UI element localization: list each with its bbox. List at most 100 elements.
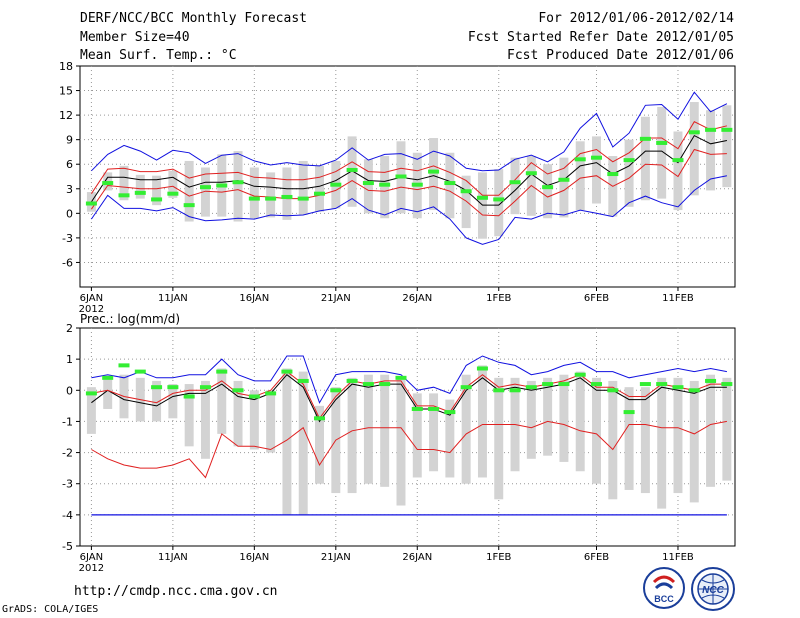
x-tick-label: 1FEB — [486, 552, 511, 563]
member-marker — [379, 182, 391, 187]
member-marker — [199, 185, 211, 190]
ensemble-box — [249, 390, 259, 450]
ensemble-box — [396, 377, 406, 506]
ensemble-box — [657, 377, 667, 509]
x-tick-label: 26JAN — [402, 293, 432, 304]
member-marker — [688, 130, 700, 135]
member-marker — [705, 127, 717, 132]
member-marker — [639, 136, 651, 141]
member-marker — [705, 378, 717, 383]
member-marker — [281, 369, 293, 374]
member-marker — [216, 369, 228, 374]
member-marker — [151, 197, 163, 202]
ensemble-box — [575, 141, 585, 211]
member-marker — [672, 158, 684, 163]
header-left-1: DERF/NCC/BCC Monthly Forecast — [80, 11, 307, 26]
ensemble-box — [429, 138, 439, 211]
ensemble-box — [152, 175, 162, 206]
ensemble-box — [640, 387, 650, 494]
ensemble-box — [624, 139, 634, 207]
ensemble-box — [543, 164, 553, 219]
ensemble-box — [608, 380, 618, 500]
ensemble-box — [135, 174, 145, 199]
member-marker — [102, 181, 114, 186]
ensemble-box — [559, 374, 569, 462]
member-marker — [574, 372, 586, 377]
ensemble-box — [152, 380, 162, 422]
member-marker — [183, 203, 195, 208]
x-tick-label: 21JAN — [321, 293, 351, 304]
bcc-logo: BCC — [643, 567, 685, 609]
member-marker — [460, 189, 472, 194]
member-marker — [607, 388, 619, 393]
member-marker — [379, 382, 391, 387]
ensemble-box — [412, 393, 422, 478]
series-lower — [90, 148, 727, 217]
ensemble-box — [363, 374, 373, 484]
ensemble-box — [168, 384, 178, 419]
ensemble-box — [510, 157, 520, 215]
member-marker — [167, 191, 179, 196]
member-marker — [85, 201, 97, 206]
member-marker — [118, 363, 130, 368]
header-right-3: Fcst Produced Date 2012/01/06 — [507, 48, 734, 63]
x-tick-label: 1FEB — [486, 293, 511, 304]
ensemble-box — [184, 160, 194, 222]
member-marker — [428, 169, 440, 174]
ensemble-box — [575, 371, 585, 472]
series-mean — [91, 374, 727, 423]
ensemble-box — [217, 368, 227, 434]
member-marker — [591, 382, 603, 387]
member-marker — [558, 382, 570, 387]
series-upper — [90, 121, 728, 196]
ensemble-box — [559, 157, 569, 218]
member-marker — [639, 382, 651, 387]
ensemble-box — [184, 384, 194, 447]
member-marker — [411, 182, 423, 187]
member-marker — [248, 196, 260, 201]
ensemble-box — [282, 368, 292, 515]
y-tick-label: 1 — [66, 353, 73, 366]
member-marker — [623, 158, 635, 163]
x-tick-label: 16JAN — [239, 552, 269, 563]
y-tick-label: -6 — [62, 256, 73, 269]
panel-title: Prec.: log(mm/d) — [80, 312, 180, 326]
member-marker — [656, 140, 668, 145]
ensemble-box — [233, 380, 243, 447]
member-marker — [525, 385, 537, 390]
y-tick-label: -5 — [62, 540, 73, 553]
series-lower — [91, 420, 727, 479]
ensemble-box — [689, 380, 699, 503]
ensemble-box — [494, 169, 504, 237]
member-marker — [591, 155, 603, 160]
series-upper — [91, 370, 727, 420]
ensemble-box — [266, 390, 276, 453]
member-marker — [183, 394, 195, 399]
member-marker — [444, 410, 456, 415]
ensemble-box — [200, 380, 210, 459]
member-marker — [558, 177, 570, 182]
member-marker — [330, 388, 342, 393]
member-marker — [493, 197, 505, 202]
member-marker — [476, 366, 488, 371]
y-tick-label: 12 — [59, 109, 73, 122]
ensemble-box — [380, 156, 390, 219]
member-marker — [460, 385, 472, 390]
ensemble-box — [119, 165, 129, 201]
ensemble-box — [298, 371, 308, 515]
ensemble-box — [461, 374, 471, 484]
ensemble-box — [673, 377, 683, 494]
ensemble-box — [673, 131, 683, 211]
member-marker — [151, 385, 163, 390]
series-max — [91, 91, 728, 172]
ensemble-box — [640, 116, 650, 201]
member-marker — [574, 157, 586, 162]
member-marker — [411, 406, 423, 411]
x-tick-label: 11JAN — [158, 293, 188, 304]
member-marker — [167, 385, 179, 390]
member-marker — [265, 391, 277, 396]
member-marker — [607, 172, 619, 177]
x-tick-label: 11FEB — [662, 552, 694, 563]
member-marker — [346, 167, 358, 172]
member-marker — [248, 394, 260, 399]
